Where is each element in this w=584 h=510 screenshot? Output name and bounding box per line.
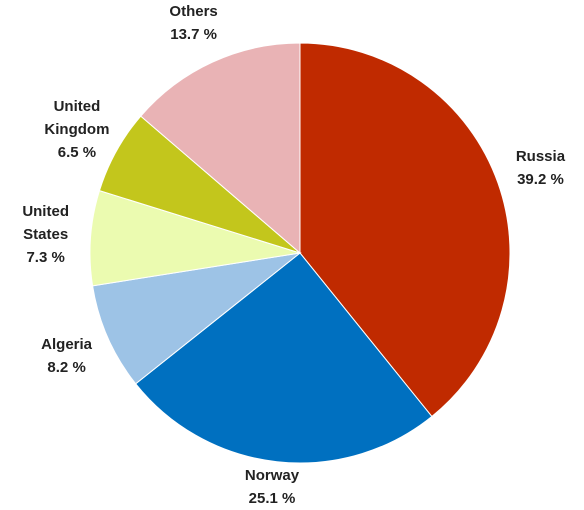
slice-label: Russia 39.2 % bbox=[498, 145, 582, 191]
category-name: United Kingdom bbox=[44, 97, 110, 138]
slice-label: United Kingdom 6.5 % bbox=[35, 95, 119, 164]
value-label: 39.2 % bbox=[517, 171, 564, 189]
slice-label: Algeria 8.2 % bbox=[25, 333, 109, 379]
slice-label: Norway 25.1 % bbox=[230, 464, 314, 510]
pie-slice bbox=[140, 42, 301, 255]
category-name: Norway bbox=[244, 467, 300, 484]
category-name: United States bbox=[22, 203, 69, 244]
category-name: Russia bbox=[515, 148, 566, 166]
pie-slice bbox=[92, 252, 302, 385]
pie-slice bbox=[134, 252, 433, 464]
value-label: 25.1 % bbox=[248, 490, 296, 507]
slice-label: Others 13.7 % bbox=[152, 0, 236, 46]
value-label: 6.5 % bbox=[57, 143, 97, 161]
pie-slice bbox=[299, 42, 511, 418]
value-label: 13.7 % bbox=[170, 26, 217, 43]
category-name: Others bbox=[169, 3, 218, 20]
value-label: 7.3 % bbox=[26, 249, 65, 267]
value-label: 8.2 % bbox=[47, 358, 86, 376]
category-name: Algeria bbox=[41, 335, 93, 353]
slice-label: United States 7.3 % bbox=[4, 200, 88, 269]
